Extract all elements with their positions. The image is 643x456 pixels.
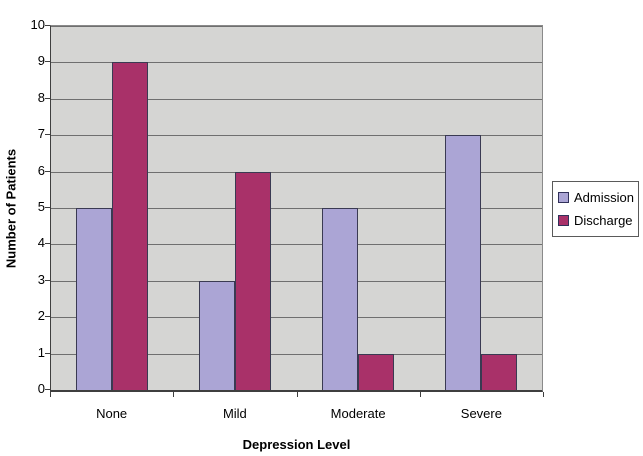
bar-group-severe	[419, 26, 542, 390]
legend-swatch-discharge-icon	[558, 215, 569, 226]
y-tick-label: 4	[37, 235, 45, 251]
x-tick-mark	[296, 392, 298, 397]
y-tick-label: 10	[30, 17, 45, 32]
bar-discharge-mild	[235, 171, 272, 390]
gridline	[51, 98, 542, 100]
y-tick-mark	[45, 243, 50, 245]
y-tick-label: 8	[37, 89, 45, 105]
bar-discharge-moderate	[357, 353, 394, 390]
y-tick-label: 6	[37, 162, 45, 178]
y-tick-mark	[45, 25, 50, 26]
y-tick-mark	[45, 352, 50, 354]
bar-admission-severe	[444, 135, 481, 390]
y-tick-mark	[45, 97, 50, 99]
x-category-label: Moderate	[330, 406, 386, 421]
bar-group-moderate	[297, 26, 420, 390]
y-tick-label: 2	[37, 308, 45, 324]
bar-admission-moderate	[321, 208, 358, 390]
gridline	[51, 62, 542, 64]
gridline	[51, 26, 542, 27]
gridline	[51, 135, 542, 137]
gridline	[51, 317, 542, 319]
y-tick-mark	[45, 61, 50, 63]
gridline	[51, 353, 542, 355]
bar-admission-mild	[199, 280, 236, 390]
legend-label: Admission	[574, 190, 634, 205]
y-tick-label: 5	[37, 199, 45, 214]
y-tick-mark	[45, 207, 50, 208]
x-tick-mark	[173, 392, 175, 397]
bar-discharge-none	[112, 62, 149, 390]
bar-group-none	[51, 26, 174, 390]
y-tick-label: 1	[37, 344, 45, 360]
gridline	[51, 171, 542, 173]
x-tick-mark	[419, 392, 421, 397]
y-tick-mark	[45, 134, 50, 136]
x-axis-title: Depression Level	[242, 437, 351, 452]
y-tick-label: 3	[37, 271, 45, 287]
bar-admission-none	[76, 208, 113, 390]
legend: Admission Discharge	[552, 181, 639, 237]
bar-group-mild	[174, 26, 297, 390]
legend-item-admission: Admission	[558, 190, 634, 205]
x-category-label: Severe	[460, 406, 502, 421]
gridline	[51, 244, 542, 246]
legend-item-discharge: Discharge	[558, 213, 634, 228]
y-tick-label: 9	[37, 53, 45, 69]
x-tick-mark	[50, 392, 51, 397]
plot-area	[50, 25, 543, 392]
y-tick-label: 7	[37, 126, 45, 142]
y-tick-mark	[45, 316, 50, 318]
y-tick-mark	[45, 389, 50, 390]
x-tick-mark	[543, 392, 544, 397]
gridline	[51, 208, 542, 209]
x-category-label: Mild	[222, 406, 247, 421]
y-tick-label: 0	[37, 381, 45, 396]
legend-swatch-admission-icon	[558, 192, 569, 203]
legend-label: Discharge	[574, 213, 633, 228]
bar-groups	[51, 26, 542, 390]
x-category-label: None	[96, 406, 128, 421]
y-tick-mark	[45, 279, 50, 281]
bar-discharge-severe	[480, 353, 517, 390]
y-tick-mark	[45, 170, 50, 172]
gridline	[51, 280, 542, 282]
